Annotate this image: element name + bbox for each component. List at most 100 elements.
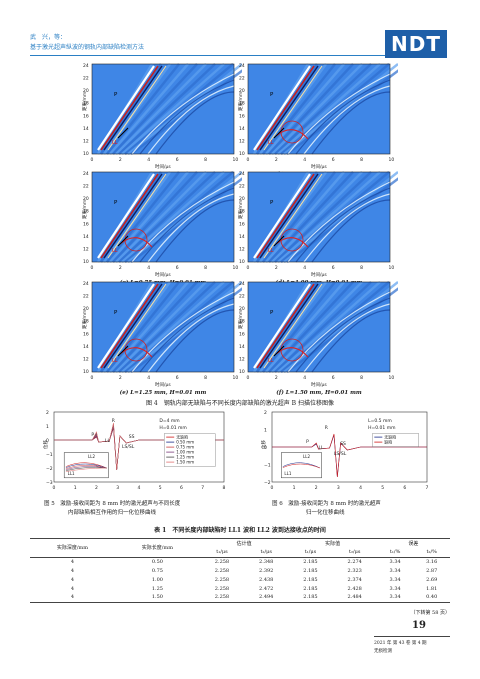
bscan-wave-band: [106, 281, 180, 373]
bscan-wave-band: [268, 281, 354, 373]
bscan-ytick: 24: [83, 281, 89, 287]
bscan-ylabel: 距离/mm: [81, 92, 88, 111]
bscan-arc: [155, 199, 235, 263]
bscan-ytick: 16: [83, 331, 89, 337]
legend-label: 1.50 mm: [176, 460, 194, 465]
bscan-arc: [155, 309, 235, 373]
bscan-arc: [303, 303, 391, 373]
bscan-xtick: 4: [147, 265, 150, 271]
plot-inset-trace: [65, 467, 107, 471]
bscan-ytick: 10: [239, 259, 245, 265]
bscan-ytick: 22: [239, 294, 245, 300]
bscan-panel: LL P 24 22 20 18 16 14 12 10 0 2 4 6 8 10 时间/μs 距离/mm: [228, 170, 398, 280]
bscan-arrow: [273, 345, 285, 357]
bscan-ytick: 14: [239, 234, 245, 240]
bscan-arc: [295, 297, 391, 373]
bscan-wave-band: [115, 171, 207, 263]
bscan-xtick: 6: [176, 375, 179, 381]
bscan-xtick: 2: [119, 375, 122, 381]
bscan-arc: [139, 79, 235, 155]
bscan-xlabel: 时间/μs: [311, 381, 327, 388]
bscan-p-wave: [253, 283, 311, 369]
table-cell: 4: [30, 593, 115, 603]
bscan-xlabel: 时间/μs: [311, 163, 327, 170]
plot-label-ss: SS: [129, 434, 135, 440]
bscan-caption: (f) L=1.50 mm, H=0.01 mm: [276, 390, 362, 396]
plot-xtick: 1: [74, 485, 77, 491]
plot-ytick: 1: [264, 428, 267, 434]
bscan-panel: LL P 24 22 20 18 16 14 12 10 0 2 4 6 8 10 时间/μs 距离/mm: [72, 62, 242, 172]
bscan-arc: [311, 309, 391, 373]
bscan-arc: [295, 187, 391, 263]
bscan-wave-band: [112, 281, 198, 373]
bscan-defect-echo: [275, 129, 309, 140]
bscan-label-ll: LL: [268, 358, 274, 364]
bscan-wave-band: [274, 171, 372, 263]
bscan-label-ll: LL: [112, 248, 118, 254]
bscan-xtick: 8: [204, 157, 207, 163]
bscan-label-p: P: [114, 200, 118, 206]
bscan-xtick: 6: [332, 265, 335, 271]
running-title: 基于激光超声纵波的钢轨内部缺陷检测方法: [30, 44, 145, 51]
bscan-arc: [147, 303, 235, 373]
bscan-ytick: 12: [239, 356, 245, 362]
bscan-xtick: 0: [247, 157, 250, 163]
bscan-p-wave: [253, 173, 311, 259]
plot-xtick: 6: [180, 485, 183, 491]
bscan-ytick: 24: [239, 171, 245, 177]
plot-inset-trace: [65, 463, 107, 469]
bscan-arc: [139, 187, 235, 263]
bscan-arc: [155, 91, 235, 155]
plot-annot: H=0.01 mm: [368, 425, 395, 431]
plot-ytick: −1: [264, 463, 271, 469]
table-cell: 0.75: [151, 567, 163, 574]
bscan-ytick: 20: [239, 306, 245, 312]
bscan-wave-band: [109, 281, 189, 373]
table-cell: 3.16: [426, 558, 438, 565]
bscan-ytick: 18: [239, 101, 245, 107]
bscan-xtick: 0: [91, 157, 94, 163]
bscan-ylabel: 距离/mm: [237, 92, 244, 111]
bscan-xtick: 10: [233, 157, 239, 163]
sub-header: t₂/%: [413, 548, 450, 558]
bscan-wave-band: [277, 63, 381, 155]
table-cell: 2.438: [259, 576, 274, 583]
bscan-ytick: 14: [83, 344, 89, 350]
bscan-defect-echo: [119, 237, 153, 248]
plot-xtick: 5: [381, 485, 384, 491]
table-cell: 2.494: [244, 593, 289, 603]
bscan-ytick: 14: [239, 344, 245, 350]
bscan-ylabel: 距离/mm: [81, 310, 88, 329]
group-estimated: 估计值: [236, 541, 252, 547]
bscan-p-wave: [253, 65, 311, 151]
bscan-xtick: 10: [233, 375, 239, 381]
bscan-ytick: 10: [83, 369, 89, 375]
header-rule: [30, 55, 385, 56]
figure-5-plot: 2 1 0 −1 −2 −3 0 1 2 3 4 5 6 7 8 D=4 mm H=0.01 mm P R LL SS L…: [40, 408, 230, 496]
plot-annot: D=4 mm: [159, 418, 179, 424]
bscan-xtick: 8: [360, 265, 363, 271]
sub-header: t₁/%: [376, 548, 414, 558]
bscan-dark-wave: [259, 65, 319, 151]
bscan-ytick: 22: [83, 184, 89, 190]
bscan-ytick: 24: [83, 171, 89, 177]
bscan-ytick: 10: [83, 259, 89, 265]
plot-xtick: 5: [159, 485, 162, 491]
plot-ytick: 1: [46, 424, 49, 430]
legend-label: 无缺陷: [176, 434, 188, 440]
plot-inset-label: LL1: [68, 471, 75, 476]
plot-legend: [372, 433, 420, 447]
bscan-frame: [247, 63, 391, 155]
bscan-label-ll: LL: [268, 140, 274, 146]
plot-xtick: 8: [223, 485, 226, 491]
bscan-label-ll: LL: [268, 248, 274, 254]
bscan-ytick: 10: [239, 369, 245, 375]
plot-xtick: 7: [201, 485, 204, 491]
sub-header: t₁/μs: [199, 548, 245, 558]
page-number: 19: [412, 620, 426, 631]
bscan-arc: [287, 73, 391, 155]
bscan-caption: (e) L=1.25 mm, H=0.01 mm: [119, 390, 207, 396]
bscan-ytick: 18: [83, 209, 89, 215]
plot-label-ll: LL: [105, 438, 111, 444]
table-cell: 2.323: [347, 567, 362, 574]
